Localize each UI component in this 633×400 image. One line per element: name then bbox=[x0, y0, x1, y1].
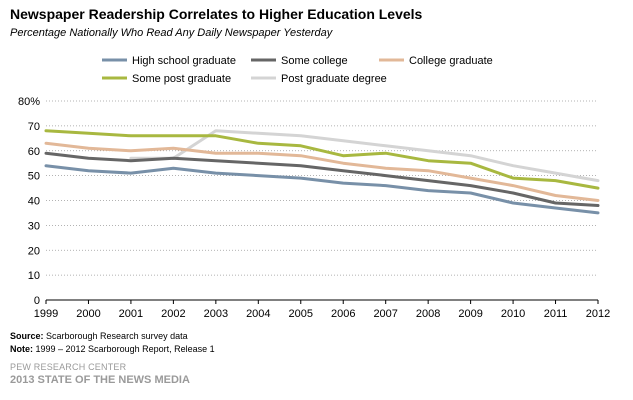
chart-title: Newspaper Readership Correlates to Highe… bbox=[10, 6, 423, 22]
x-tick-label-2009: 2009 bbox=[458, 308, 482, 320]
x-tick-label-1999: 1999 bbox=[34, 308, 58, 320]
x-tick-label-2003: 2003 bbox=[204, 308, 228, 320]
source-label: Source: bbox=[10, 331, 44, 341]
y-tick-label-0: 0 bbox=[34, 295, 40, 307]
x-tick-label-2012: 2012 bbox=[586, 308, 610, 320]
y-tick-label-50: 50 bbox=[28, 171, 40, 183]
x-tick-label-2002: 2002 bbox=[161, 308, 185, 320]
series-line-1 bbox=[44, 151, 600, 207]
organization-name: PEW RESEARCH CENTER bbox=[10, 362, 127, 372]
line-chart: High school graduate Some college College … bbox=[18, 55, 610, 320]
legend-label-4: Post graduate degree bbox=[281, 73, 387, 85]
y-tick-label-20: 20 bbox=[28, 245, 40, 257]
y-tick-label-70: 70 bbox=[28, 121, 40, 133]
note-label: Note: bbox=[10, 344, 33, 354]
note-line: Note: 1999 – 2012 Scarborough Report, Re… bbox=[10, 343, 215, 356]
x-tick-label-2000: 2000 bbox=[76, 308, 100, 320]
y-tick-label-60: 60 bbox=[28, 146, 40, 158]
series-line-0 bbox=[44, 164, 600, 215]
legend-label-0: High school graduate bbox=[132, 55, 236, 67]
x-tick-label-2004: 2004 bbox=[246, 308, 270, 320]
legend-label-2: College graduate bbox=[409, 55, 493, 67]
report-name: 2013 STATE OF THE NEWS MEDIA bbox=[10, 374, 190, 386]
x-tick-label-2011: 2011 bbox=[544, 308, 568, 320]
source-line: Source: Scarborough Research survey data bbox=[10, 330, 215, 343]
x-tick-label-2007: 2007 bbox=[373, 308, 397, 320]
series-line-3 bbox=[44, 129, 600, 190]
y-tick-label-30: 30 bbox=[28, 220, 40, 232]
series-line-2 bbox=[44, 141, 600, 202]
source-text: Scarborough Research survey data bbox=[43, 331, 188, 341]
y-tick-label-10: 10 bbox=[28, 270, 40, 282]
x-tick-label-2010: 2010 bbox=[501, 308, 525, 320]
x-tick-label-2005: 2005 bbox=[289, 308, 313, 320]
x-tick-label-2006: 2006 bbox=[331, 308, 355, 320]
legend-label-1: Some college bbox=[281, 55, 348, 67]
y-tick-label-40: 40 bbox=[28, 196, 40, 208]
note-text: 1999 – 2012 Scarborough Report, Release … bbox=[33, 344, 215, 354]
chart-subtitle: Percentage Nationally Who Read Any Daily… bbox=[10, 27, 333, 39]
legend-label-3: Some post graduate bbox=[132, 73, 231, 85]
x-tick-label-2001: 2001 bbox=[119, 308, 143, 320]
y-tick-label-80: 80% bbox=[18, 96, 40, 108]
footnotes: Source: Scarborough Research survey data… bbox=[10, 330, 215, 356]
x-tick-label-2008: 2008 bbox=[416, 308, 440, 320]
